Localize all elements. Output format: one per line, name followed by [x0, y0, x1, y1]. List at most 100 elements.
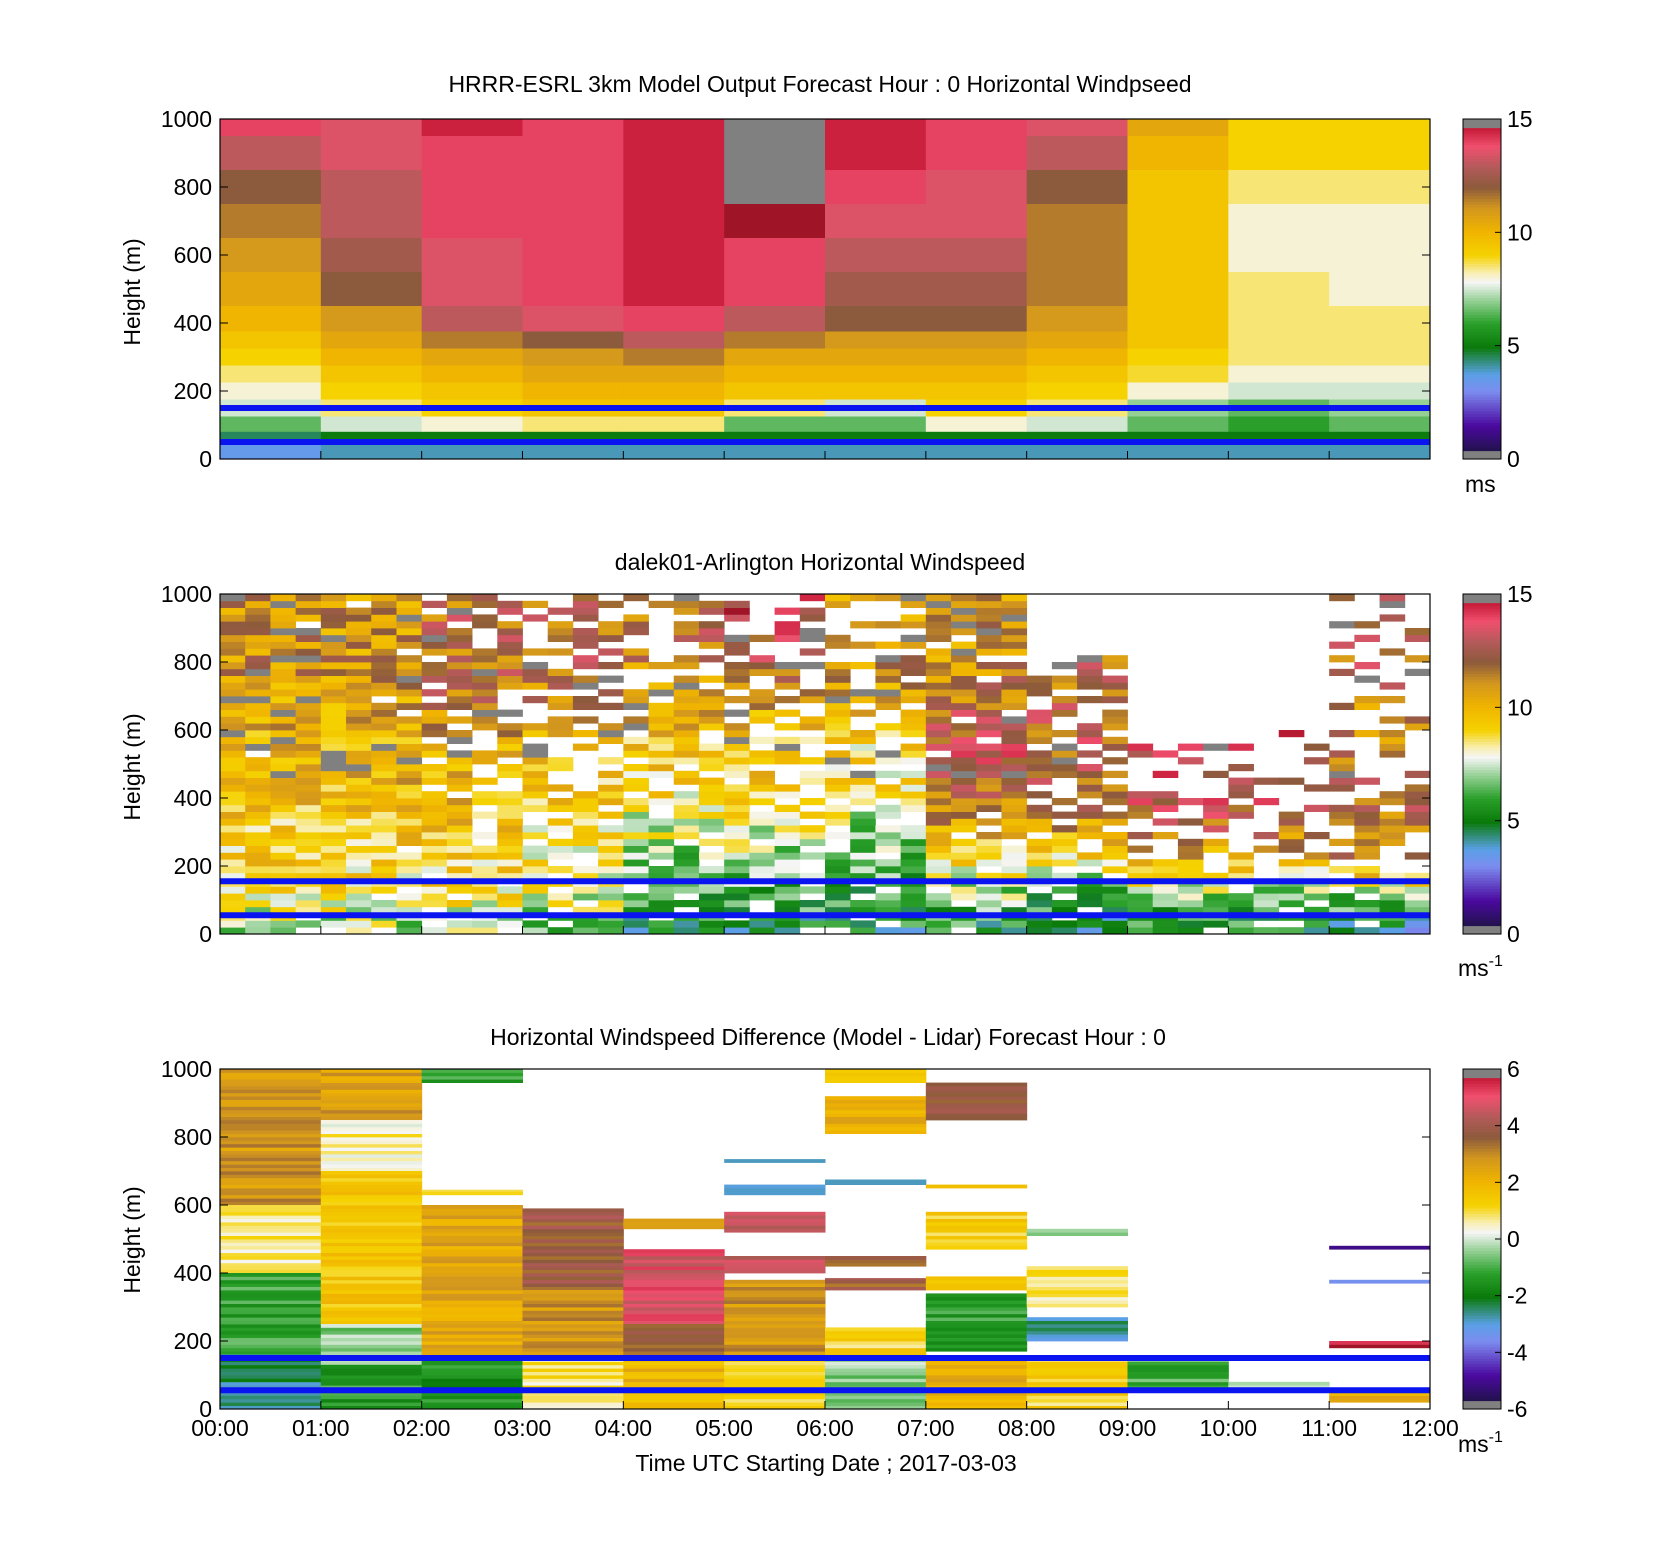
heatmap-cell [1001, 906, 1028, 914]
colorbar-unit: ms-1 [1458, 1429, 1503, 1457]
x-tick-label: 07:00 [897, 1415, 955, 1441]
colorbar-segment [1463, 124, 1501, 129]
heatmap-cell [724, 1375, 826, 1379]
colorbar-segment [1463, 1253, 1501, 1257]
heatmap-cell [825, 1279, 927, 1284]
heatmap-cell [623, 1368, 725, 1372]
heatmap-cell [270, 648, 297, 656]
colorbar-segment [1463, 1275, 1501, 1280]
colorbar-segment [1463, 297, 1501, 301]
heatmap-cell [976, 927, 1002, 935]
colorbar-segment [1463, 727, 1501, 731]
colorbar-segment [1463, 379, 1501, 384]
heatmap-cell [1379, 736, 1406, 744]
heatmap-cell [598, 634, 624, 642]
heatmap-cell [497, 804, 523, 812]
heatmap-cell [1354, 675, 1380, 683]
heatmap-cell [951, 872, 977, 880]
colorbar-segment [1463, 696, 1501, 700]
heatmap-cell [1026, 723, 1053, 731]
heatmap-cell [925, 306, 1028, 332]
colorbar-segment [1463, 221, 1501, 225]
heatmap-cell [1001, 634, 1028, 642]
colorbar-tick-label: -6 [1507, 1396, 1527, 1422]
heatmap-cell [522, 348, 624, 366]
heatmap-cell [446, 900, 473, 908]
heatmap-cell [623, 382, 725, 400]
y-tick-label: 0 [199, 1396, 212, 1422]
heatmap-cell [925, 709, 952, 717]
heatmap-cell [623, 272, 725, 307]
heatmap-cell [421, 1225, 523, 1230]
heatmap-cell [220, 689, 246, 697]
heatmap-cell [951, 784, 977, 792]
heatmap-cell [1077, 900, 1103, 908]
heatmap-cell [1379, 716, 1406, 724]
heatmap-cell [925, 238, 1028, 273]
colorbar-segment [1463, 226, 1501, 231]
heatmap-cell [320, 920, 347, 928]
heatmap-cell [346, 757, 372, 765]
heatmap-cell [1102, 723, 1128, 731]
heatmap-cell [673, 702, 700, 710]
heatmap-cell [825, 1096, 927, 1100]
heatmap-cell [623, 1286, 725, 1291]
heatmap-cell [1228, 365, 1330, 383]
heatmap-cell [396, 832, 423, 840]
colorbar-segment [1463, 1193, 1501, 1198]
heatmap-cell [749, 811, 775, 819]
heatmap-cell [295, 825, 322, 833]
heatmap-cell [547, 648, 574, 656]
heatmap-cell [1026, 893, 1053, 901]
heatmap-cell [295, 804, 322, 812]
heatmap-cell [673, 696, 700, 704]
heatmap-cell [522, 1252, 624, 1257]
heatmap-cell [1253, 845, 1280, 853]
heatmap-cell [623, 1334, 725, 1338]
heatmap-cell [220, 1072, 322, 1077]
heatmap-cell [421, 886, 448, 894]
colorbar-segment [1463, 416, 1501, 420]
heatmap-cell [976, 682, 1002, 690]
heatmap-cell [245, 811, 271, 819]
heatmap-cell [1102, 852, 1128, 860]
heatmap-cell [220, 770, 246, 778]
heatmap-cell [925, 1082, 1028, 1087]
heatmap-cell [220, 1259, 322, 1264]
heatmap-cell [925, 1225, 1028, 1230]
heatmap-cell [320, 859, 347, 867]
colorbar-segment [1463, 803, 1501, 808]
heatmap-cell [648, 825, 675, 833]
heatmap-cell [421, 365, 523, 383]
heatmap-cell [1001, 668, 1028, 676]
heatmap-cell [1354, 900, 1380, 908]
heatmap-cell [1026, 1381, 1128, 1386]
heatmap-cell [1127, 1378, 1229, 1383]
heatmap-cell [623, 1361, 725, 1366]
heatmap-cell [724, 238, 826, 273]
heatmap-cell [295, 716, 322, 724]
heatmap-cell [724, 1405, 826, 1410]
heatmap-cell [1102, 757, 1128, 765]
colorbar-segment [1463, 1083, 1501, 1087]
heatmap-cell [1404, 852, 1431, 860]
heatmap-cell [925, 1242, 1028, 1247]
heatmap-cell [1051, 757, 1078, 765]
heatmap-cell [320, 872, 347, 880]
heatmap-cell [774, 675, 801, 683]
x-tick-label: 06:00 [796, 1415, 854, 1441]
heatmap-cell [825, 668, 851, 676]
heatmap-cell [371, 675, 397, 683]
heatmap-cell [497, 723, 523, 731]
heatmap-cell [522, 1395, 624, 1400]
heatmap-cell [1026, 927, 1053, 935]
heatmap-cell [446, 804, 473, 812]
heatmap-cell [371, 757, 397, 765]
heatmap-cell [774, 859, 801, 867]
heatmap-cell [320, 900, 347, 908]
heatmap-cell [648, 716, 675, 724]
heatmap-cell [220, 818, 246, 826]
heatmap-cell [648, 852, 675, 860]
colorbar-segment [1463, 613, 1501, 618]
heatmap-cell [497, 825, 523, 833]
